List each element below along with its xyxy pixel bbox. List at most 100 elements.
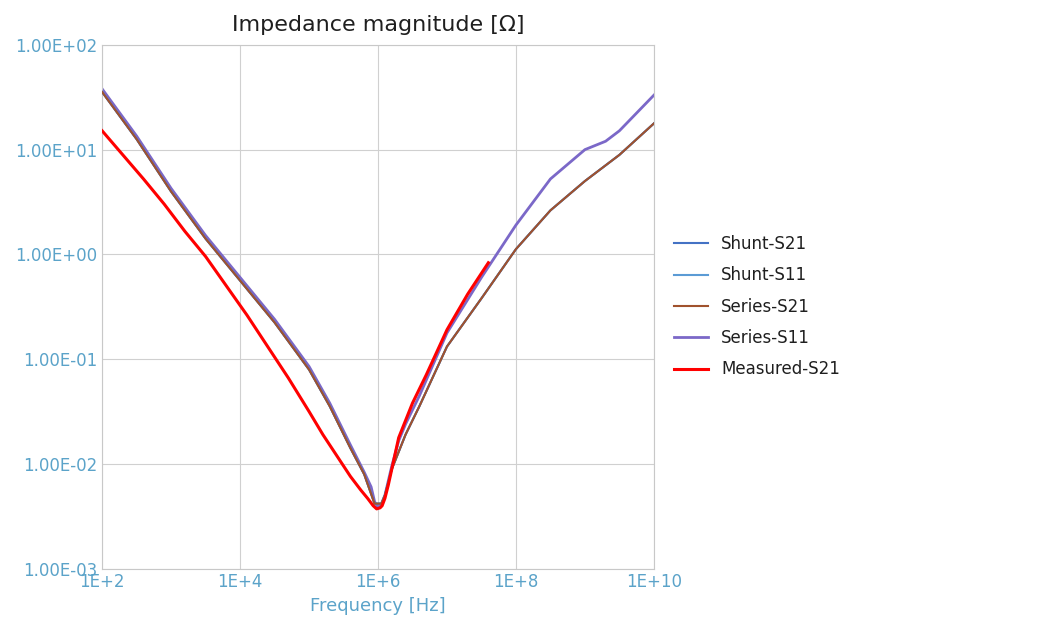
Shunt-S11 bbox=[510, 245, 523, 253]
Measured-S21 bbox=[367, 502, 379, 510]
Shunt-S11 bbox=[475, 295, 488, 302]
Shunt-S21 bbox=[475, 295, 488, 302]
Shunt-S21 bbox=[368, 500, 380, 507]
Shunt-S11 bbox=[375, 500, 388, 507]
Measured-S21 bbox=[419, 371, 432, 379]
Measured-S21 bbox=[482, 259, 494, 266]
Measured-S21 bbox=[261, 343, 274, 350]
Shunt-S21 bbox=[647, 120, 660, 127]
Shunt-S11 bbox=[234, 277, 247, 284]
Line: Shunt-S21: Shunt-S21 bbox=[102, 92, 653, 503]
Shunt-S21 bbox=[386, 466, 398, 473]
Shunt-S21 bbox=[131, 135, 143, 143]
Shunt-S11 bbox=[324, 403, 336, 410]
Shunt-S11 bbox=[647, 120, 660, 127]
Series-S21 bbox=[475, 295, 488, 302]
Shunt-S11 bbox=[613, 151, 626, 159]
Series-S21 bbox=[378, 491, 391, 499]
Series-S21 bbox=[302, 366, 315, 374]
Measured-S21 bbox=[199, 253, 212, 260]
Measured-S21 bbox=[302, 408, 315, 415]
Shunt-S11 bbox=[544, 207, 557, 214]
Shunt-S21 bbox=[441, 343, 453, 350]
Series-S11 bbox=[375, 500, 388, 507]
Shunt-S21 bbox=[510, 245, 523, 253]
Measured-S21 bbox=[378, 495, 391, 502]
Series-S21 bbox=[199, 235, 212, 243]
Measured-S21 bbox=[158, 200, 171, 208]
Series-S21 bbox=[131, 135, 143, 143]
Legend: Shunt-S21, Shunt-S11, Series-S21, Series-S11, Measured-S21: Shunt-S21, Shunt-S11, Series-S21, Series… bbox=[668, 229, 846, 385]
Measured-S21 bbox=[330, 452, 343, 459]
Series-S21 bbox=[399, 431, 412, 438]
Shunt-S11 bbox=[96, 88, 109, 96]
Shunt-S11 bbox=[579, 177, 591, 185]
Measured-S21 bbox=[178, 227, 191, 235]
Shunt-S11 bbox=[413, 403, 426, 410]
Shunt-S21 bbox=[579, 177, 591, 185]
Measured-S21 bbox=[441, 326, 453, 333]
Line: Series-S11: Series-S11 bbox=[102, 89, 653, 508]
Series-S21 bbox=[324, 403, 336, 410]
Shunt-S11 bbox=[368, 500, 380, 507]
Shunt-S11 bbox=[378, 491, 391, 499]
Line: Series-S21: Series-S21 bbox=[102, 92, 653, 503]
Shunt-S11 bbox=[164, 188, 177, 195]
Series-S11 bbox=[131, 132, 143, 140]
Series-S11 bbox=[544, 175, 557, 183]
Measured-S21 bbox=[96, 127, 109, 135]
Shunt-S21 bbox=[378, 491, 391, 499]
Measured-S21 bbox=[382, 481, 394, 489]
Shunt-S11 bbox=[441, 343, 453, 350]
Series-S11 bbox=[302, 363, 315, 370]
Shunt-S11 bbox=[399, 431, 412, 438]
Measured-S21 bbox=[386, 466, 398, 473]
Series-S21 bbox=[613, 151, 626, 159]
Series-S11 bbox=[441, 329, 453, 336]
Series-S11 bbox=[399, 420, 412, 428]
Series-S21 bbox=[441, 343, 453, 350]
Line: Shunt-S11: Shunt-S11 bbox=[102, 92, 653, 503]
Series-S11 bbox=[344, 441, 356, 449]
Series-S21 bbox=[413, 403, 426, 410]
Series-S11 bbox=[600, 137, 612, 145]
Measured-S21 bbox=[137, 175, 150, 183]
Shunt-S11 bbox=[386, 466, 398, 473]
Shunt-S11 bbox=[268, 319, 280, 326]
Measured-S21 bbox=[344, 472, 356, 480]
Shunt-S11 bbox=[344, 444, 356, 452]
Series-S11 bbox=[579, 146, 591, 154]
Measured-S21 bbox=[374, 504, 387, 512]
Series-S11 bbox=[510, 221, 523, 229]
Measured-S21 bbox=[370, 505, 383, 513]
Measured-S21 bbox=[220, 282, 233, 290]
Series-S21 bbox=[510, 245, 523, 253]
Shunt-S21 bbox=[358, 471, 371, 478]
Title: Impedance magnitude [Ω]: Impedance magnitude [Ω] bbox=[232, 15, 524, 35]
Shunt-S21 bbox=[399, 431, 412, 438]
Measured-S21 bbox=[117, 151, 130, 159]
Shunt-S21 bbox=[96, 88, 109, 96]
X-axis label: Frequency [Hz]: Frequency [Hz] bbox=[310, 597, 446, 615]
Measured-S21 bbox=[376, 502, 389, 510]
Series-S11 bbox=[324, 399, 336, 407]
Series-S11 bbox=[386, 462, 398, 470]
Measured-S21 bbox=[362, 495, 374, 502]
Series-S11 bbox=[96, 85, 109, 93]
Series-S21 bbox=[268, 319, 280, 326]
Series-S21 bbox=[164, 188, 177, 195]
Measured-S21 bbox=[462, 290, 474, 298]
Shunt-S11 bbox=[199, 235, 212, 243]
Series-S11 bbox=[358, 469, 371, 476]
Shunt-S21 bbox=[199, 235, 212, 243]
Series-S11 bbox=[372, 504, 385, 512]
Series-S11 bbox=[413, 392, 426, 399]
Series-S21 bbox=[234, 277, 247, 284]
Series-S21 bbox=[96, 88, 109, 96]
Shunt-S21 bbox=[544, 207, 557, 214]
Shunt-S21 bbox=[302, 366, 315, 374]
Series-S11 bbox=[234, 273, 247, 281]
Shunt-S11 bbox=[358, 471, 371, 478]
Shunt-S11 bbox=[131, 135, 143, 143]
Series-S11 bbox=[378, 491, 391, 499]
